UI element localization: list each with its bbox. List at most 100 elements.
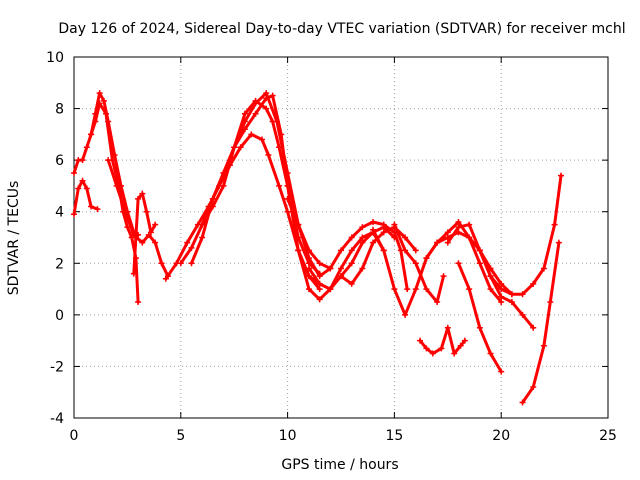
data-point bbox=[348, 260, 355, 267]
data-point bbox=[466, 221, 473, 228]
data-point bbox=[83, 144, 90, 151]
data-point bbox=[487, 350, 494, 357]
data-point bbox=[530, 384, 537, 391]
data-point bbox=[338, 247, 344, 254]
series-pass-b bbox=[71, 177, 101, 218]
data-point bbox=[434, 239, 441, 246]
data-point bbox=[284, 195, 291, 202]
x-tick-label: 0 bbox=[70, 428, 79, 444]
data-point bbox=[391, 234, 398, 241]
series-pass-s bbox=[455, 260, 505, 375]
data-point bbox=[412, 260, 419, 267]
data-point bbox=[100, 97, 107, 104]
data-point bbox=[75, 185, 82, 192]
data-point bbox=[284, 182, 291, 189]
data-point bbox=[370, 226, 377, 233]
x-axis-label: GPS time / hours bbox=[281, 457, 398, 473]
data-point bbox=[423, 286, 430, 293]
data-point bbox=[530, 324, 537, 331]
data-point bbox=[380, 229, 387, 236]
data-point bbox=[231, 144, 238, 151]
data-point bbox=[359, 265, 366, 272]
data-point bbox=[94, 206, 101, 213]
data-point bbox=[359, 224, 366, 231]
data-point bbox=[147, 229, 154, 236]
data-point bbox=[487, 273, 494, 280]
data-point bbox=[316, 280, 323, 287]
x-tick-label: 20 bbox=[492, 428, 510, 444]
data-point bbox=[391, 286, 398, 293]
data-point bbox=[158, 260, 165, 267]
data-point bbox=[444, 239, 451, 246]
data-point bbox=[252, 110, 259, 117]
data-point bbox=[498, 280, 505, 287]
chart-title: Day 126 of 2024, Sidereal Day-to-day VTE… bbox=[58, 21, 625, 37]
data-point bbox=[455, 260, 462, 267]
data-point bbox=[476, 324, 483, 331]
data-point bbox=[143, 208, 150, 215]
data-point bbox=[429, 350, 436, 357]
data-point bbox=[305, 255, 312, 262]
data-point bbox=[558, 172, 565, 179]
data-point bbox=[466, 234, 473, 241]
data-point bbox=[338, 265, 344, 272]
data-point bbox=[380, 224, 387, 231]
data-point bbox=[83, 185, 90, 192]
data-point bbox=[404, 286, 411, 293]
data-point bbox=[519, 399, 526, 406]
data-point bbox=[316, 296, 323, 303]
x-tick-label: 25 bbox=[599, 428, 617, 444]
y-tick-label: 10 bbox=[46, 50, 64, 66]
data-point bbox=[263, 105, 270, 112]
data-point bbox=[316, 286, 323, 293]
data-point bbox=[276, 182, 283, 189]
data-point bbox=[122, 208, 129, 215]
data-point bbox=[348, 280, 355, 287]
axis-tick-labels: 0 5 10 15 20 25 -4 -2 0 2 4 6 8 10 bbox=[46, 50, 617, 444]
data-series-group bbox=[71, 90, 565, 406]
data-point bbox=[71, 170, 77, 177]
data-point bbox=[295, 247, 302, 254]
data-point bbox=[555, 239, 562, 246]
data-point bbox=[269, 92, 276, 99]
data-point bbox=[105, 157, 112, 164]
data-point bbox=[438, 345, 445, 352]
data-point bbox=[162, 275, 169, 282]
data-point bbox=[248, 131, 255, 138]
series-pass-q bbox=[423, 219, 505, 305]
data-point bbox=[241, 110, 248, 117]
data-point bbox=[519, 291, 526, 298]
y-tick-label: -4 bbox=[50, 411, 64, 427]
data-point bbox=[209, 195, 216, 202]
data-point bbox=[237, 144, 244, 151]
axis-ticks bbox=[73, 56, 609, 419]
data-point bbox=[152, 221, 159, 228]
series-pass-t bbox=[476, 172, 565, 298]
data-point bbox=[444, 324, 451, 331]
data-point bbox=[455, 219, 462, 226]
data-point bbox=[269, 118, 276, 125]
data-point bbox=[295, 221, 302, 228]
data-point bbox=[316, 273, 323, 280]
data-point bbox=[348, 247, 355, 254]
data-point bbox=[547, 298, 554, 305]
data-point bbox=[199, 221, 206, 228]
series-line bbox=[307, 230, 386, 291]
data-point bbox=[188, 244, 195, 251]
x-tick-label: 10 bbox=[279, 428, 297, 444]
series-line bbox=[392, 223, 445, 304]
data-point bbox=[423, 345, 430, 352]
data-point bbox=[498, 293, 505, 300]
data-point bbox=[338, 273, 344, 280]
data-point bbox=[135, 298, 142, 305]
data-point bbox=[540, 265, 547, 272]
y-tick-label: 8 bbox=[55, 102, 64, 118]
data-point bbox=[92, 110, 99, 117]
series-pass-v bbox=[519, 239, 562, 406]
data-point bbox=[434, 298, 441, 305]
data-point bbox=[71, 211, 77, 218]
data-point bbox=[412, 247, 419, 254]
data-point bbox=[327, 265, 334, 272]
